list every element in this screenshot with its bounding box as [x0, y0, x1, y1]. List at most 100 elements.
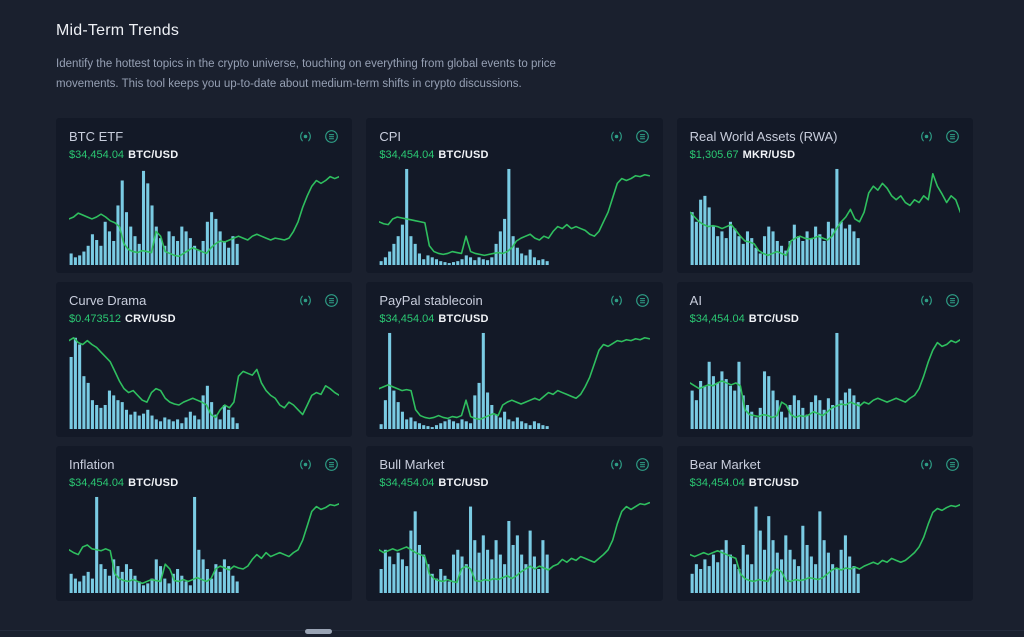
trend-card-paypal-stablecoin[interactable]: PayPal stablecoin $34,454.04 BTC/USD: [366, 282, 663, 438]
radar-target-icon[interactable]: [609, 293, 624, 308]
volume-bar: [856, 238, 860, 266]
volume-bar: [401, 224, 405, 266]
volume-bar: [792, 395, 796, 430]
trend-card-curve-drama[interactable]: Curve Drama $0.473512 CRV/USD: [56, 282, 353, 438]
volume-bar: [167, 583, 171, 594]
volume-bar: [830, 405, 834, 430]
volume-bar: [490, 257, 494, 266]
trend-chart: [379, 169, 650, 266]
volume-bar: [235, 244, 239, 266]
page-title: Mid-Term Trends: [56, 22, 180, 39]
card-price-row: $34,454.04 BTC/USD: [690, 477, 960, 489]
volume-bar: [469, 257, 473, 266]
volume-bar: [839, 550, 843, 594]
volume-bar: [201, 559, 205, 594]
trend-card-cpi[interactable]: CPI $34,454.04 BTC/USD: [366, 118, 663, 274]
volume-bar: [231, 575, 235, 594]
volume-bar: [847, 556, 851, 594]
volume-bar: [137, 415, 141, 430]
trend-card-real-world-assets-rwa[interactable]: Real World Assets (RWA) $1,305.67 MKR/USD: [676, 118, 973, 274]
price-pair: BTC/USD: [128, 477, 179, 490]
menu-circle-icon[interactable]: [635, 129, 650, 144]
horizontal-scrollbar-thumb[interactable]: [305, 629, 332, 634]
volume-bar: [201, 241, 205, 266]
volume-bar: [741, 244, 745, 266]
volume-bar: [720, 371, 724, 430]
radar-target-icon[interactable]: [298, 457, 313, 472]
menu-circle-icon[interactable]: [324, 129, 339, 144]
card-actions: [919, 293, 960, 308]
volume-bar: [707, 207, 711, 266]
menu-circle-icon[interactable]: [635, 457, 650, 472]
radar-target-icon[interactable]: [919, 129, 934, 144]
volume-bar: [694, 400, 698, 430]
card-actions: [609, 129, 650, 144]
volume-bar: [711, 226, 715, 266]
radar-target-icon[interactable]: [919, 293, 934, 308]
volume-bar: [511, 545, 515, 594]
volume-bar: [95, 497, 99, 594]
menu-circle-icon[interactable]: [945, 457, 960, 472]
volume-bar: [690, 574, 694, 594]
volume-bar: [809, 402, 813, 430]
volume-bar: [796, 236, 800, 266]
volume-bar: [520, 421, 524, 430]
card-header: Bull Market: [379, 457, 649, 472]
volume-bar: [749, 238, 753, 266]
volume-bar: [528, 530, 533, 594]
card-price-row: $1,305.67 MKR/USD: [690, 149, 960, 161]
volume-bar: [690, 390, 694, 430]
trend-chart: [689, 169, 960, 266]
chart-area: [379, 495, 650, 594]
card-title: AI: [689, 293, 702, 309]
price-line: [379, 502, 650, 584]
menu-circle-icon[interactable]: [945, 129, 960, 144]
volume-bar: [405, 566, 409, 594]
price-pair: BTC/USD: [438, 149, 489, 162]
radar-target-icon[interactable]: [609, 129, 624, 144]
volume-bar: [112, 559, 116, 594]
volume-bar: [184, 417, 188, 430]
volume-bar: [545, 554, 550, 594]
trend-card-bull-market[interactable]: Bull Market $34,454.04 BTC/USD: [366, 446, 663, 602]
volume-bar: [150, 415, 154, 430]
menu-circle-icon[interactable]: [324, 293, 339, 308]
volume-bar: [214, 414, 218, 430]
trend-card-ai[interactable]: AI $34,454.04 BTC/USD: [676, 282, 973, 438]
volume-bar: [728, 222, 732, 266]
radar-target-icon[interactable]: [609, 457, 624, 472]
volume-bar: [456, 423, 460, 430]
volume-bar: [431, 427, 435, 430]
volume-bar: [762, 236, 766, 266]
menu-circle-icon[interactable]: [324, 457, 339, 472]
volume-bar: [754, 506, 758, 594]
trend-card-bear-market[interactable]: Bear Market $34,454.04 BTC/USD: [676, 446, 973, 602]
volume-bar: [422, 259, 426, 266]
volume-bar: [188, 411, 192, 430]
volume-bar: [839, 222, 843, 266]
chart-area: [689, 495, 960, 594]
radar-target-icon[interactable]: [298, 293, 313, 308]
volume-bar: [826, 222, 830, 266]
card-price-row: $34,454.04 BTC/USD: [379, 149, 649, 161]
volume-bar: [154, 419, 158, 430]
trend-card-btc-etf[interactable]: BTC ETF $34,454.04 BTC/USD: [56, 118, 353, 274]
volume-bar: [511, 236, 515, 266]
radar-target-icon[interactable]: [298, 129, 313, 144]
volume-bar: [222, 405, 226, 430]
radar-target-icon[interactable]: [919, 457, 934, 472]
volume-bar: [95, 240, 99, 266]
volume-bar: [749, 564, 753, 594]
volume-bar: [541, 425, 545, 430]
trend-card-inflation[interactable]: Inflation $34,454.04 BTC/USD: [56, 446, 353, 602]
volume-bar: [771, 390, 775, 430]
menu-circle-icon[interactable]: [945, 293, 960, 308]
volume-bar: [698, 381, 702, 430]
volume-bar: [396, 236, 401, 266]
volume-bar: [396, 402, 401, 430]
chart-area: [379, 331, 650, 430]
volume-bar: [703, 386, 707, 430]
menu-circle-icon[interactable]: [635, 293, 650, 308]
horizontal-scrollbar-track[interactable]: [0, 630, 1024, 631]
volume-bar: [732, 390, 736, 430]
